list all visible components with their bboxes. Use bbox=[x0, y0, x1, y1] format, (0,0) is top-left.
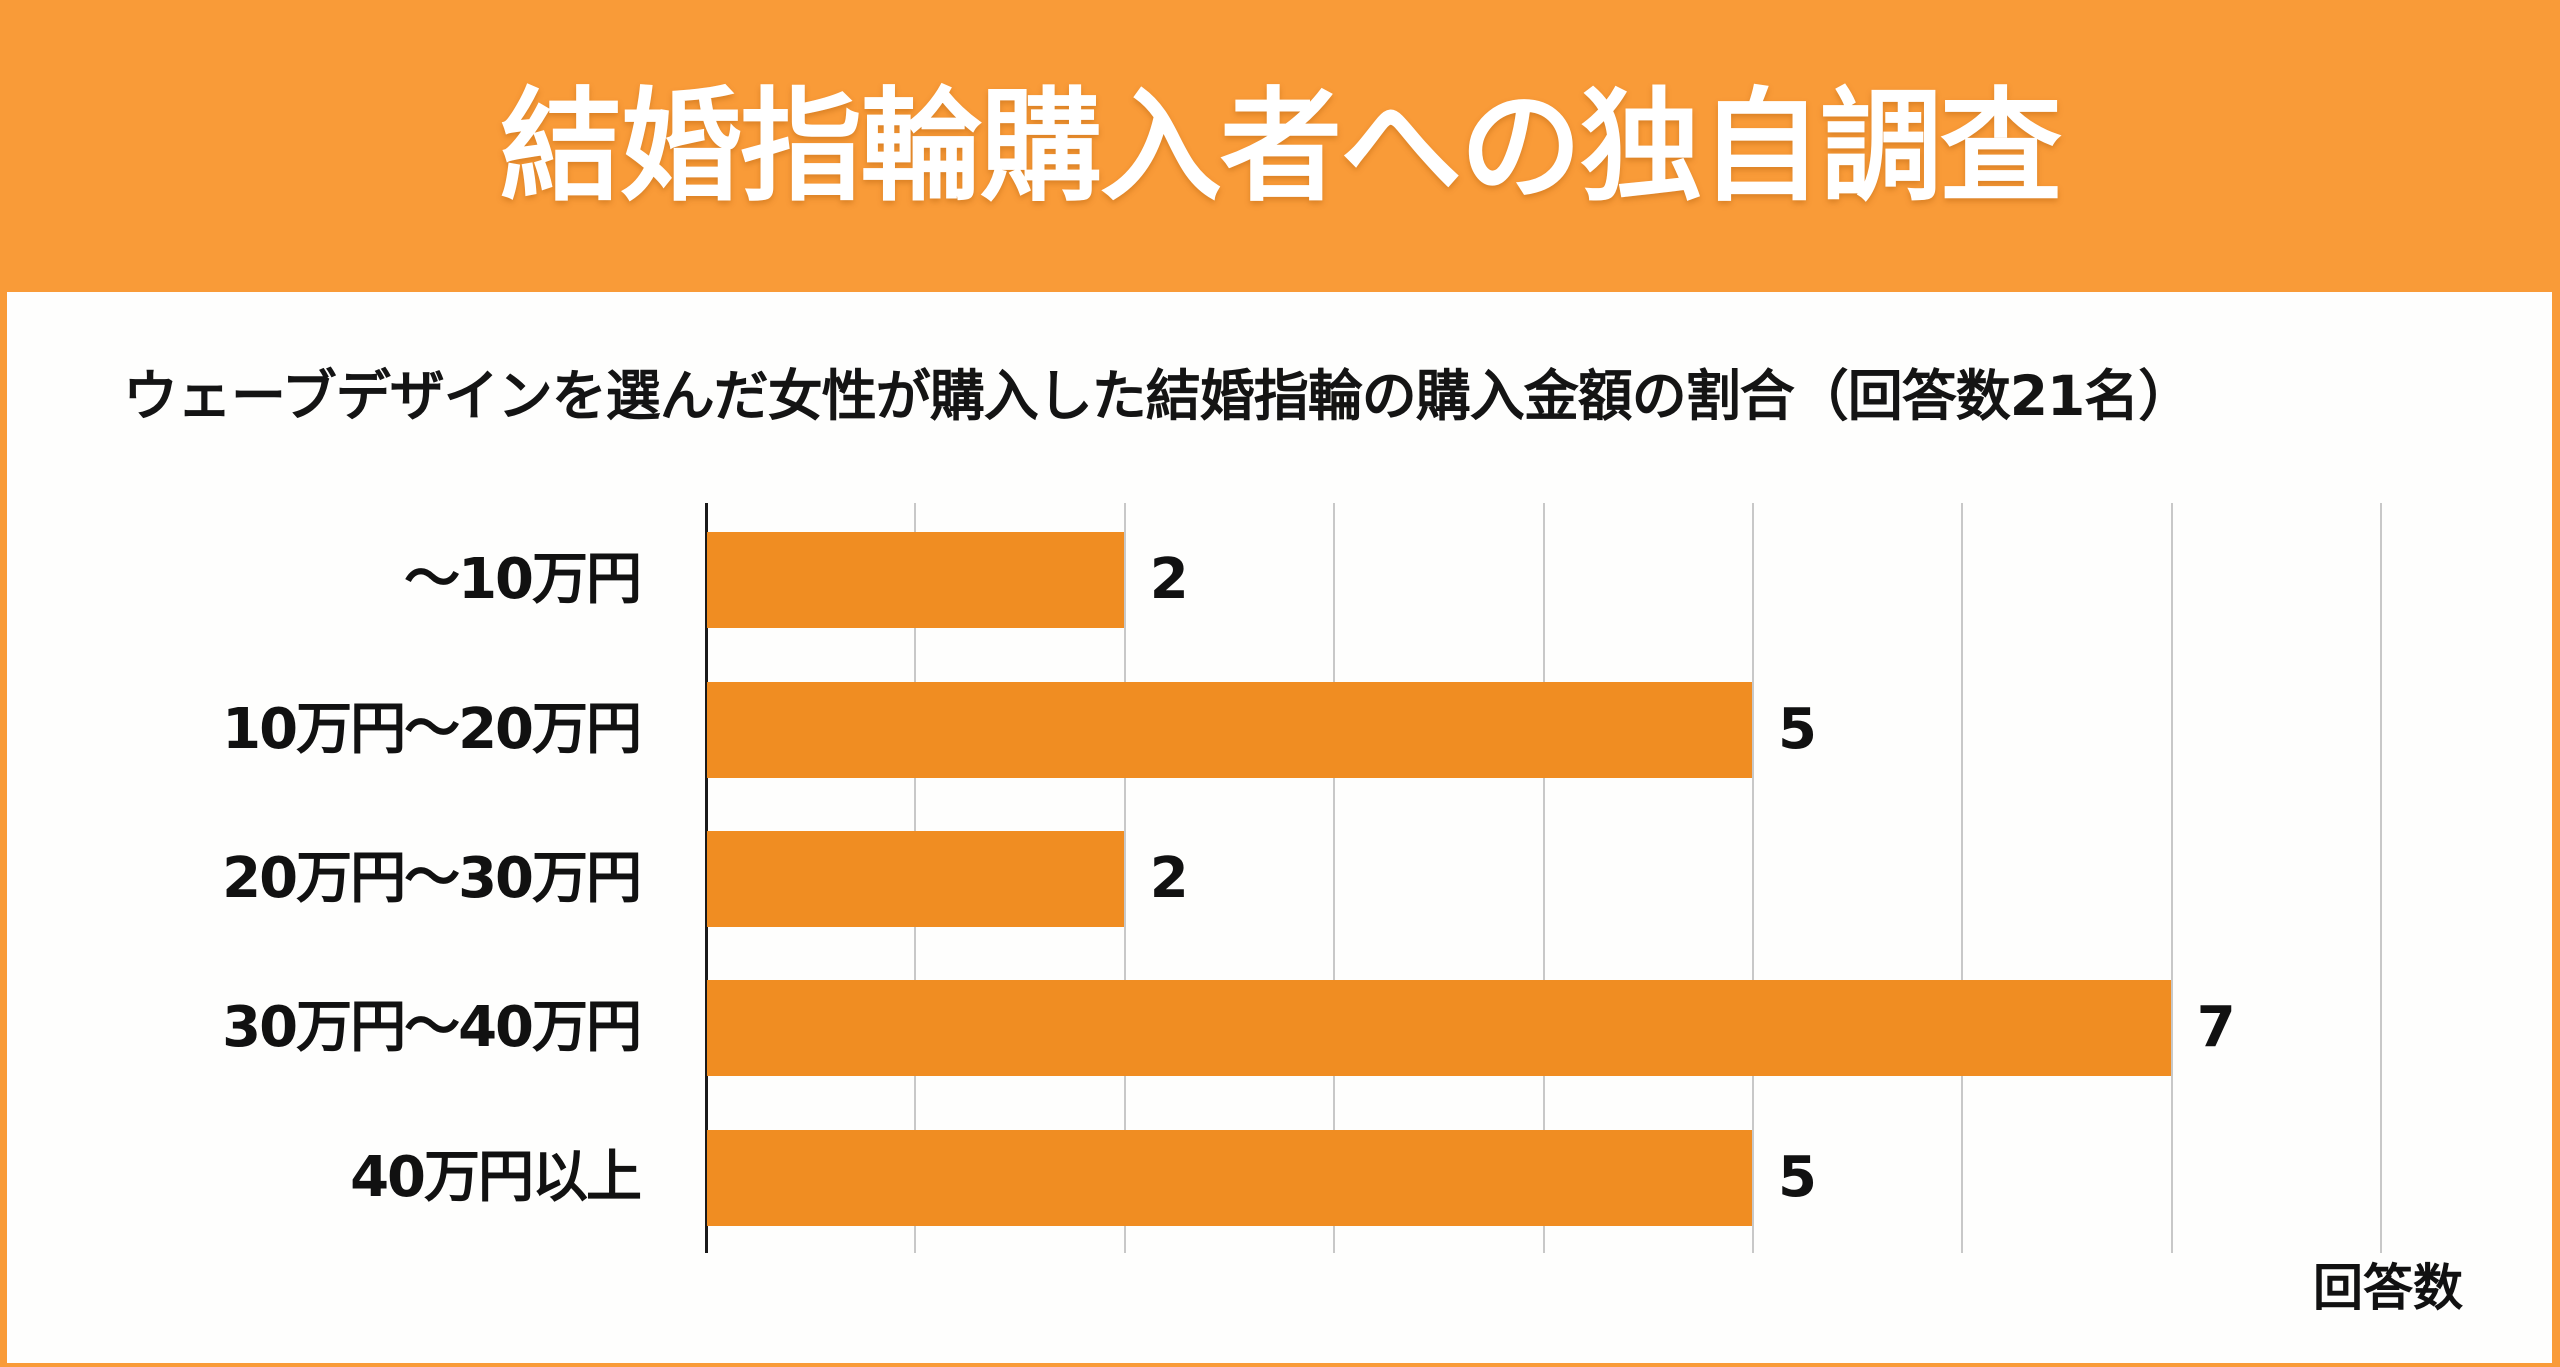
bar-4 bbox=[707, 1130, 1752, 1226]
bar-1 bbox=[707, 682, 1752, 778]
category-label: 20万円〜30万円 bbox=[222, 846, 642, 911]
category-label: 10万円〜20万円 bbox=[222, 697, 642, 762]
bar-0 bbox=[707, 532, 1124, 628]
gridline-8 bbox=[2380, 503, 2382, 1253]
plot-area: 〜10万円 2 10万円〜20万円 5 20万円〜30万円 2 30万円〜40万… bbox=[222, 503, 2505, 1253]
chart-panel: ウェーブデザインを選んだ女性が購入した結婚指輪の購入金額の割合（回答数21名） … bbox=[7, 292, 2552, 1363]
header-banner: 結婚指輪購入者への独自調査 bbox=[0, 0, 2560, 292]
gridline-3 bbox=[1333, 503, 1335, 1253]
gridline-7 bbox=[2171, 503, 2173, 1253]
category-label: 30万円〜40万円 bbox=[222, 995, 642, 1060]
value-label: 5 bbox=[1778, 697, 1817, 762]
bar-2 bbox=[707, 831, 1124, 927]
value-label: 2 bbox=[1149, 547, 1189, 612]
gridline-5 bbox=[1752, 503, 1754, 1253]
value-label: 2 bbox=[1149, 846, 1189, 911]
chart-title: ウェーブデザインを選んだ女性が購入した結婚指輪の購入金額の割合（回答数21名） bbox=[123, 364, 2193, 428]
gridline-4 bbox=[1543, 503, 1545, 1253]
category-label: 〜10万円 bbox=[404, 547, 642, 612]
y-axis-line bbox=[705, 503, 708, 1253]
gridline-2 bbox=[1124, 503, 1126, 1253]
page-title: 結婚指輪購入者への独自調査 bbox=[500, 76, 2062, 218]
value-label: 5 bbox=[1778, 1145, 1817, 1210]
bar-3 bbox=[707, 980, 2171, 1076]
x-axis-label: 回答数 bbox=[2313, 1259, 2463, 1317]
category-label: 40万円以上 bbox=[350, 1145, 642, 1210]
gridline-6 bbox=[1961, 503, 1963, 1253]
value-label: 7 bbox=[2196, 995, 2236, 1060]
